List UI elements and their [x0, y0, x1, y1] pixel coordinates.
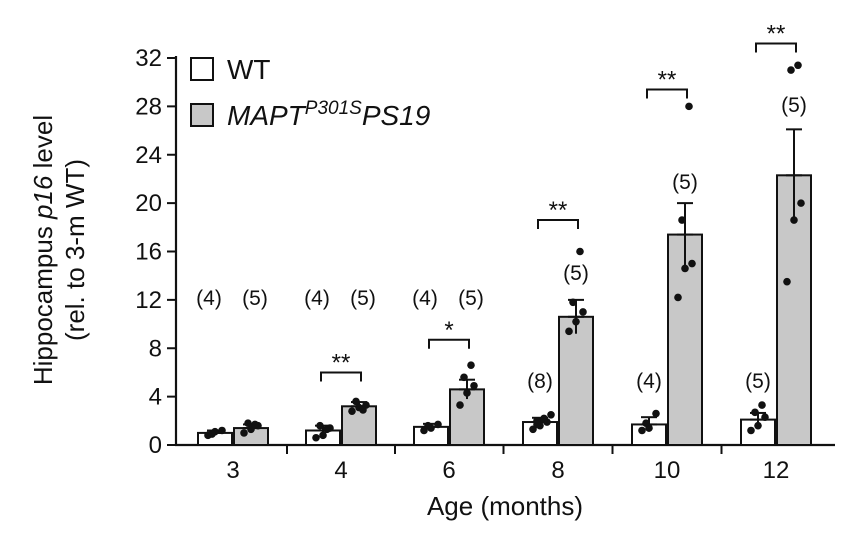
n-label: (5)	[350, 287, 376, 310]
data-point	[218, 426, 226, 435]
y-tick-label: 16	[135, 239, 162, 266]
y-tick-label: 12	[135, 287, 162, 314]
data-point	[576, 247, 584, 256]
n-label: (4)	[636, 370, 662, 393]
data-point	[467, 361, 475, 369]
data-point	[240, 429, 248, 437]
n-label: (5)	[745, 370, 771, 393]
x-tick-label: 3	[226, 457, 239, 484]
data-point	[688, 259, 696, 268]
data-point	[652, 409, 660, 418]
plot-area: 0 4 8 12 16 20 24 28 32 3 4 6 8 10 12 (4) (5) (4) (5) (4) (5…	[135, 20, 835, 484]
y-tick-label: 4	[149, 384, 162, 411]
legend-label-mapt: MAPTP301SPS19	[227, 98, 430, 131]
data-point	[348, 407, 356, 415]
legend: WT MAPTP301SPS19	[190, 54, 430, 131]
data-point	[790, 216, 798, 224]
n-label: (4)	[196, 287, 222, 310]
n-label: (4)	[412, 287, 438, 310]
y-tick-label: 0	[149, 432, 162, 459]
data-point	[678, 216, 686, 224]
significance-label: *	[444, 317, 453, 344]
data-point	[761, 413, 769, 421]
x-axis-title: Age (months)	[427, 491, 583, 521]
bar-mapt	[776, 174, 812, 446]
data-point	[244, 419, 252, 428]
data-point	[352, 397, 360, 406]
legend-swatch-wt	[190, 57, 214, 81]
bar-mapt	[558, 315, 594, 446]
data-point	[681, 264, 689, 273]
y-axis-title-line1: Hippocampus p16 level	[28, 115, 58, 385]
data-point	[642, 419, 650, 428]
x-tick-label: 12	[763, 457, 790, 484]
significance-label: **	[332, 349, 351, 376]
data-point	[533, 420, 541, 429]
data-point	[565, 327, 573, 336]
x-tick-label: 10	[654, 457, 681, 484]
y-tick-label: 24	[135, 142, 162, 169]
significance-bracket	[755, 42, 797, 53]
data-point	[251, 420, 259, 429]
data-point	[787, 66, 795, 74]
y-tick-label: 32	[135, 45, 162, 72]
significance-bracket	[646, 88, 688, 99]
data-point	[638, 426, 646, 435]
data-point	[794, 61, 802, 70]
data-point	[463, 389, 471, 397]
n-label: (5)	[563, 262, 589, 285]
data-point	[547, 410, 555, 419]
y-axis-title-line2: (rel. to 3-m WT)	[60, 159, 90, 341]
data-point	[685, 102, 693, 111]
n-label: (5)	[781, 94, 807, 117]
x-tick-label: 6	[442, 457, 455, 484]
y-tick-label: 28	[135, 93, 162, 120]
data-point	[323, 425, 331, 434]
legend-swatch-mapt	[190, 103, 214, 127]
data-point	[674, 293, 682, 302]
data-point	[208, 430, 216, 438]
x-tick-label: 4	[334, 457, 347, 484]
n-label: (4)	[304, 287, 330, 310]
data-point	[456, 401, 464, 409]
data-point	[319, 431, 327, 440]
n-label: (8)	[527, 370, 553, 393]
data-point	[460, 373, 468, 382]
data-point	[316, 421, 324, 430]
data-point	[434, 420, 442, 429]
data-point	[797, 199, 805, 207]
data-point	[758, 401, 766, 409]
significance-label: **	[767, 20, 786, 47]
x-tick-label: 8	[551, 457, 564, 484]
data-point	[783, 277, 791, 286]
data-point	[754, 421, 762, 430]
legend-label-wt: WT	[227, 54, 271, 85]
n-label: (5)	[672, 171, 698, 194]
n-label: (5)	[458, 287, 484, 310]
significance-bracket	[320, 371, 362, 382]
data-point	[424, 421, 432, 430]
n-label: (5)	[242, 287, 268, 310]
data-point	[359, 406, 367, 414]
data-point	[572, 317, 580, 326]
data-point	[470, 381, 478, 390]
y-tick-label: 8	[149, 335, 162, 362]
bar-mapt	[341, 405, 377, 446]
significance-label: **	[549, 197, 568, 224]
significance-label: **	[658, 66, 677, 93]
significance-bracket	[537, 219, 579, 230]
data-point	[569, 298, 577, 307]
data-point	[747, 426, 755, 435]
data-point	[579, 308, 587, 316]
data-point	[540, 415, 548, 424]
data-point	[751, 408, 759, 417]
y-tick-label: 20	[135, 190, 162, 217]
data-point	[312, 433, 320, 442]
significance-bracket	[428, 338, 470, 349]
